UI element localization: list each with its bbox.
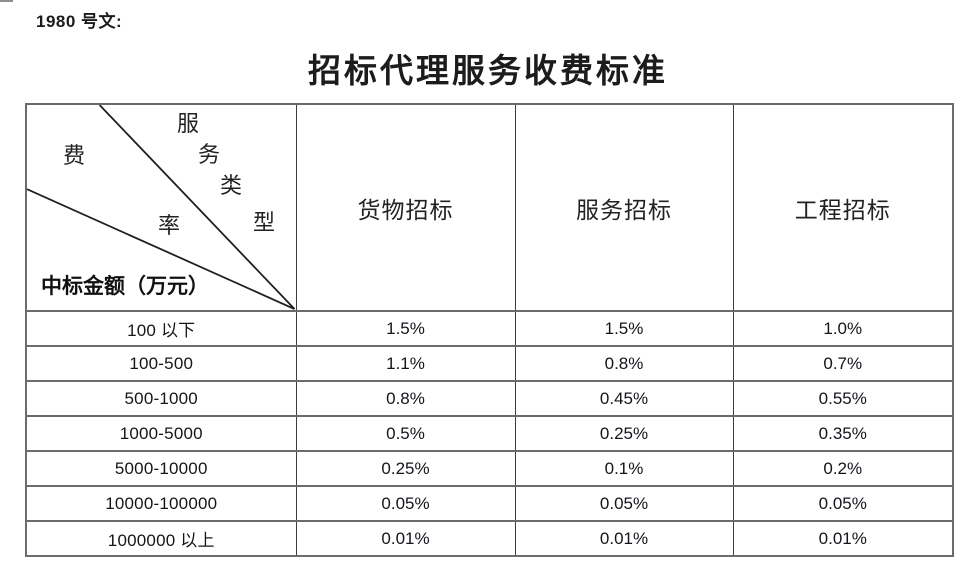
rate-cell: 0.01% bbox=[295, 520, 516, 557]
amount-range-cell: 10000-100000 bbox=[25, 485, 297, 522]
rate-cell: 0.01% bbox=[732, 520, 954, 557]
rate-cell: 0.5% bbox=[295, 415, 516, 452]
header-row: 服 务 类 型 费 率 中标金额（万元） 货物招标 服务招标 工程招标 bbox=[25, 103, 954, 312]
amount-range-cell: 1000-5000 bbox=[25, 415, 297, 452]
rate-cell: 0.25% bbox=[295, 450, 516, 487]
diag-label-service-char-3: 类 bbox=[220, 173, 243, 198]
rate-cell: 0.7% bbox=[732, 345, 954, 382]
diagonal-header-content: 服 务 类 型 费 率 中标金额（万元） bbox=[27, 105, 296, 310]
table-row: 100 以下 1.5% 1.5% 1.0% bbox=[25, 310, 954, 347]
diag-label-service-char-1: 服 bbox=[177, 111, 200, 136]
table-row: 1000000 以上 0.01% 0.01% 0.01% bbox=[25, 520, 954, 557]
rate-cell: 0.45% bbox=[514, 380, 734, 417]
table-row: 10000-100000 0.05% 0.05% 0.05% bbox=[25, 485, 954, 522]
diagonal-header-cell: 服 务 类 型 费 率 中标金额（万元） bbox=[25, 103, 297, 312]
table-row: 500-1000 0.8% 0.45% 0.55% bbox=[25, 380, 954, 417]
document-number-label: 1980 号文: bbox=[36, 12, 123, 31]
table-row: 100-500 1.1% 0.8% 0.7% bbox=[25, 345, 954, 382]
rate-cell: 0.8% bbox=[514, 345, 734, 382]
rate-cell: 0.2% bbox=[732, 450, 954, 487]
table-row: 1000-5000 0.5% 0.25% 0.35% bbox=[25, 415, 954, 452]
rate-cell: 0.8% bbox=[295, 380, 516, 417]
amount-range-cell: 100 以下 bbox=[25, 310, 297, 347]
rate-cell: 0.05% bbox=[732, 485, 954, 522]
rate-cell: 1.5% bbox=[295, 310, 516, 347]
rate-cell: 0.05% bbox=[295, 485, 516, 522]
page-corner-artifact bbox=[0, 0, 13, 2]
amount-range-cell: 100-500 bbox=[25, 345, 297, 382]
diag-label-service-char-2: 务 bbox=[198, 142, 221, 167]
rate-cell: 0.35% bbox=[732, 415, 954, 452]
rate-cell: 0.1% bbox=[514, 450, 734, 487]
amount-range-cell: 5000-10000 bbox=[25, 450, 297, 487]
table-row: 5000-10000 0.25% 0.1% 0.2% bbox=[25, 450, 954, 487]
rate-cell: 0.55% bbox=[732, 380, 954, 417]
amount-range-cell: 500-1000 bbox=[25, 380, 297, 417]
rate-cell: 0.05% bbox=[514, 485, 734, 522]
amount-axis-label: 中标金额（万元） bbox=[41, 274, 209, 298]
rate-cell: 1.0% bbox=[732, 310, 954, 347]
page-title: 招标代理服务收费标准 bbox=[308, 54, 668, 90]
column-header-goods: 货物招标 bbox=[295, 103, 516, 312]
rate-cell: 0.01% bbox=[514, 520, 734, 557]
rate-cell: 1.1% bbox=[295, 345, 516, 382]
column-header-service: 服务招标 bbox=[514, 103, 734, 312]
diag-label-rate-char-2: 率 bbox=[158, 213, 181, 238]
amount-range-cell: 1000000 以上 bbox=[25, 520, 297, 557]
diag-label-service-char-4: 型 bbox=[253, 210, 276, 235]
diagonal-divider-lines bbox=[27, 105, 296, 310]
rate-cell: 1.5% bbox=[514, 310, 734, 347]
rate-cell: 0.25% bbox=[514, 415, 734, 452]
diag-label-rate-char-1: 费 bbox=[63, 143, 86, 168]
column-header-works: 工程招标 bbox=[732, 103, 954, 312]
fee-standard-table: 服 务 类 型 费 率 中标金额（万元） 货物招标 服务招标 工程招标 100 … bbox=[25, 103, 954, 557]
